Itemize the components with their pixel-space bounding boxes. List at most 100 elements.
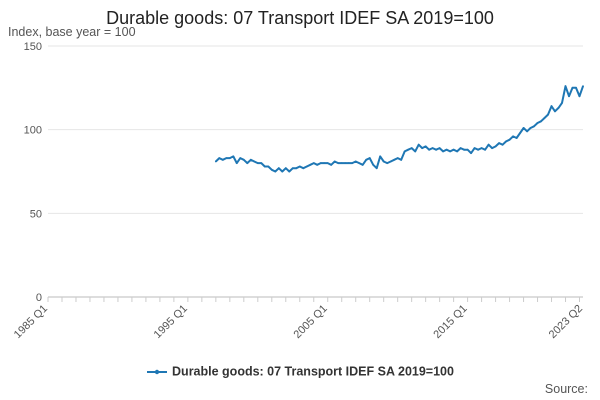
data-point: [470, 152, 472, 155]
data-point: [571, 86, 574, 89]
x-tick-label: 2005 Q1: [292, 303, 330, 341]
data-point: [281, 170, 284, 173]
x-axis-ticks: 1985 Q1 1995 Q1 2005 Q1 2015 Q1 2023 Q2: [12, 297, 585, 341]
data-point: [330, 163, 333, 166]
x-tick-label: 2015 Q1: [431, 303, 469, 341]
data-point: [400, 158, 403, 161]
data-point: [466, 148, 469, 151]
data-point: [288, 170, 291, 173]
data-point: [578, 95, 581, 98]
legend[interactable]: Durable goods: 07 Transport IDEF SA 2019…: [0, 364, 600, 379]
data-point: [435, 148, 437, 151]
data-point: [347, 162, 350, 165]
data-point: [389, 160, 392, 163]
data-point: [438, 147, 441, 150]
data-point: [529, 127, 532, 129]
data-point: [368, 157, 371, 160]
data-point: [249, 158, 252, 161]
data-point: [459, 147, 462, 150]
data-point: [564, 85, 567, 88]
source-label: Source:: [544, 382, 588, 396]
data-point: [344, 162, 347, 165]
data-point: [337, 162, 340, 165]
data-point: [225, 157, 228, 160]
data-point: [477, 148, 479, 151]
data-point: [291, 167, 294, 170]
chart-title: Durable goods: 07 Transport IDEF SA 2019…: [106, 8, 494, 28]
gridlines: [48, 45, 583, 298]
data-point: [508, 138, 511, 141]
series-layer: [214, 85, 584, 173]
data-point: [515, 137, 518, 139]
data-point: [253, 160, 256, 163]
data-point: [550, 105, 553, 108]
data-point: [568, 95, 570, 98]
data-point: [340, 162, 343, 165]
data-point: [424, 145, 427, 148]
data-point: [421, 147, 424, 150]
data-point: [561, 102, 563, 104]
data-point: [333, 160, 336, 163]
data-point: [382, 160, 385, 163]
data-point: [386, 162, 389, 165]
data-point: [365, 158, 368, 161]
data-point: [547, 113, 549, 116]
data-point: [326, 162, 329, 165]
data-point: [491, 147, 493, 150]
data-point: [445, 148, 448, 151]
data-point: [449, 150, 451, 153]
data-point: [235, 162, 238, 165]
data-point: [260, 162, 263, 165]
data-point: [256, 162, 259, 165]
data-point: [295, 167, 298, 170]
data-point: [414, 150, 417, 153]
data-point: [323, 162, 326, 165]
data-point: [575, 86, 577, 89]
data-point: [270, 168, 273, 171]
x-tick-label: 1995 Q1: [152, 303, 190, 341]
data-point: [403, 150, 406, 153]
data-point: [221, 158, 224, 161]
x-tick-label: 1985 Q1: [12, 303, 50, 341]
data-point: [533, 125, 535, 128]
data-point: [379, 155, 382, 158]
data-point: [228, 157, 231, 160]
data-point: [218, 157, 221, 160]
data-point: [239, 157, 242, 160]
data-point: [274, 170, 277, 173]
data-point: [214, 160, 217, 163]
data-point: [522, 127, 525, 129]
data-point: [494, 145, 497, 148]
data-point: [246, 162, 249, 165]
data-point: [456, 150, 458, 153]
data-point: [361, 163, 364, 166]
data-point: [428, 148, 430, 151]
data-point: [473, 147, 476, 150]
data-point: [232, 155, 235, 158]
data-point: [267, 165, 270, 168]
data-point: [410, 147, 413, 150]
data-point: [263, 165, 266, 168]
y-tick-label: 150: [24, 41, 42, 53]
data-point: [487, 143, 490, 146]
data-point: [305, 165, 308, 168]
data-point: [316, 163, 319, 166]
data-point: [354, 160, 357, 163]
y-tick-label: 50: [30, 208, 42, 220]
data-point: [407, 148, 410, 151]
data-point: [277, 167, 280, 170]
data-point: [452, 148, 455, 151]
data-point: [351, 162, 354, 165]
data-point: [536, 122, 539, 124]
data-point: [298, 165, 301, 168]
data-point: [512, 135, 514, 138]
data-point: [396, 157, 399, 160]
data-point: [302, 167, 305, 170]
data-point: [312, 162, 315, 165]
data-point: [526, 130, 528, 133]
data-point: [417, 143, 420, 146]
y-tick-label: 0: [36, 292, 42, 304]
data-point: [375, 167, 378, 170]
y-axis-ticks: 0 50 100 150: [24, 41, 42, 304]
